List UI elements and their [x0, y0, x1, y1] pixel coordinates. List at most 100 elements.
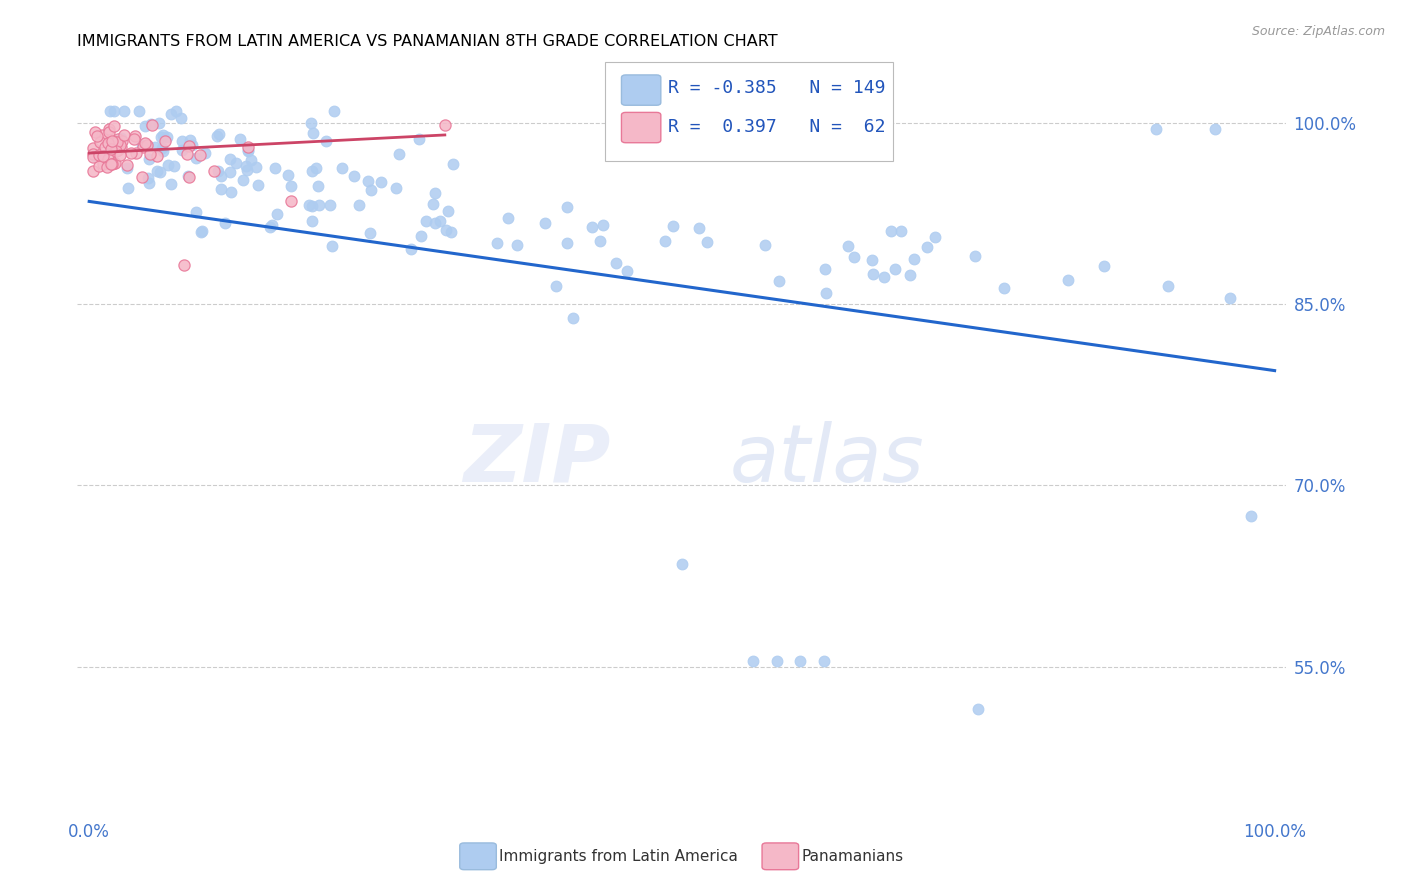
- Point: [105, 144, 128, 158]
- Point: [179, 133, 201, 147]
- Point: [107, 132, 129, 146]
- Point: [322, 103, 344, 118]
- Point: [915, 240, 938, 254]
- Point: [148, 116, 170, 130]
- Point: [124, 128, 146, 143]
- Point: [321, 238, 343, 252]
- Point: [209, 169, 232, 183]
- Point: [91, 149, 114, 163]
- Point: [104, 155, 127, 169]
- Point: [388, 147, 411, 161]
- Point: [97, 152, 120, 166]
- Point: [152, 145, 174, 159]
- Point: [486, 236, 509, 251]
- Point: [138, 176, 160, 190]
- Point: [688, 221, 710, 235]
- Point: [139, 147, 162, 161]
- Point: [163, 159, 186, 173]
- Point: [114, 128, 136, 143]
- Point: [136, 170, 159, 185]
- Point: [120, 145, 142, 160]
- Point: [903, 252, 925, 266]
- Point: [184, 152, 207, 166]
- Point: [789, 654, 811, 668]
- Point: [555, 235, 578, 250]
- Point: [662, 219, 685, 233]
- Point: [139, 118, 162, 132]
- Point: [411, 229, 433, 244]
- Point: [96, 160, 118, 174]
- Point: [742, 654, 765, 668]
- Text: R =  0.397   N =  62: R = 0.397 N = 62: [668, 118, 886, 136]
- Point: [110, 131, 132, 145]
- Point: [298, 197, 321, 211]
- Point: [98, 122, 121, 136]
- Point: [176, 146, 198, 161]
- Point: [107, 138, 129, 153]
- Point: [94, 140, 117, 154]
- Point: [170, 143, 193, 157]
- Point: [91, 156, 114, 170]
- Point: [280, 179, 302, 194]
- Point: [214, 216, 236, 230]
- Point: [170, 134, 193, 148]
- Point: [135, 137, 157, 152]
- Point: [110, 135, 132, 149]
- Point: [534, 216, 557, 230]
- Point: [97, 125, 120, 139]
- Point: [884, 262, 907, 277]
- Point: [152, 128, 174, 142]
- Point: [82, 146, 104, 161]
- Point: [240, 153, 263, 168]
- Point: [319, 198, 342, 212]
- Point: [177, 169, 200, 183]
- Point: [101, 157, 124, 171]
- Point: [422, 196, 444, 211]
- Point: [236, 162, 259, 177]
- Point: [145, 149, 167, 163]
- Point: [170, 111, 193, 125]
- Point: [97, 136, 120, 150]
- Point: [671, 557, 693, 571]
- Point: [153, 134, 176, 148]
- Point: [205, 129, 228, 144]
- Point: [219, 165, 242, 179]
- Point: [813, 654, 835, 668]
- Point: [259, 220, 281, 235]
- Point: [415, 213, 437, 227]
- Point: [305, 161, 328, 176]
- Point: [1144, 122, 1167, 136]
- Point: [315, 134, 337, 148]
- Point: [924, 230, 946, 244]
- Point: [890, 224, 912, 238]
- Point: [103, 156, 125, 170]
- Point: [218, 153, 240, 167]
- Point: [1156, 278, 1178, 293]
- Point: [91, 128, 114, 143]
- Point: [225, 156, 247, 170]
- Point: [696, 235, 718, 249]
- Point: [562, 311, 585, 326]
- Point: [232, 173, 254, 187]
- Point: [245, 160, 267, 174]
- Point: [768, 274, 790, 288]
- Point: [207, 164, 229, 178]
- Point: [122, 132, 145, 146]
- Point: [555, 200, 578, 214]
- Point: [343, 169, 366, 183]
- Point: [1057, 272, 1080, 286]
- Point: [277, 169, 299, 183]
- Point: [308, 198, 330, 212]
- Point: [125, 146, 148, 161]
- Point: [82, 150, 104, 164]
- Point: [844, 250, 866, 264]
- Point: [898, 268, 921, 283]
- Point: [236, 140, 259, 154]
- Point: [202, 163, 225, 178]
- Point: [134, 136, 156, 151]
- Point: [177, 170, 200, 185]
- Point: [131, 169, 153, 184]
- Point: [87, 147, 110, 161]
- Point: [330, 161, 353, 175]
- Point: [101, 134, 124, 148]
